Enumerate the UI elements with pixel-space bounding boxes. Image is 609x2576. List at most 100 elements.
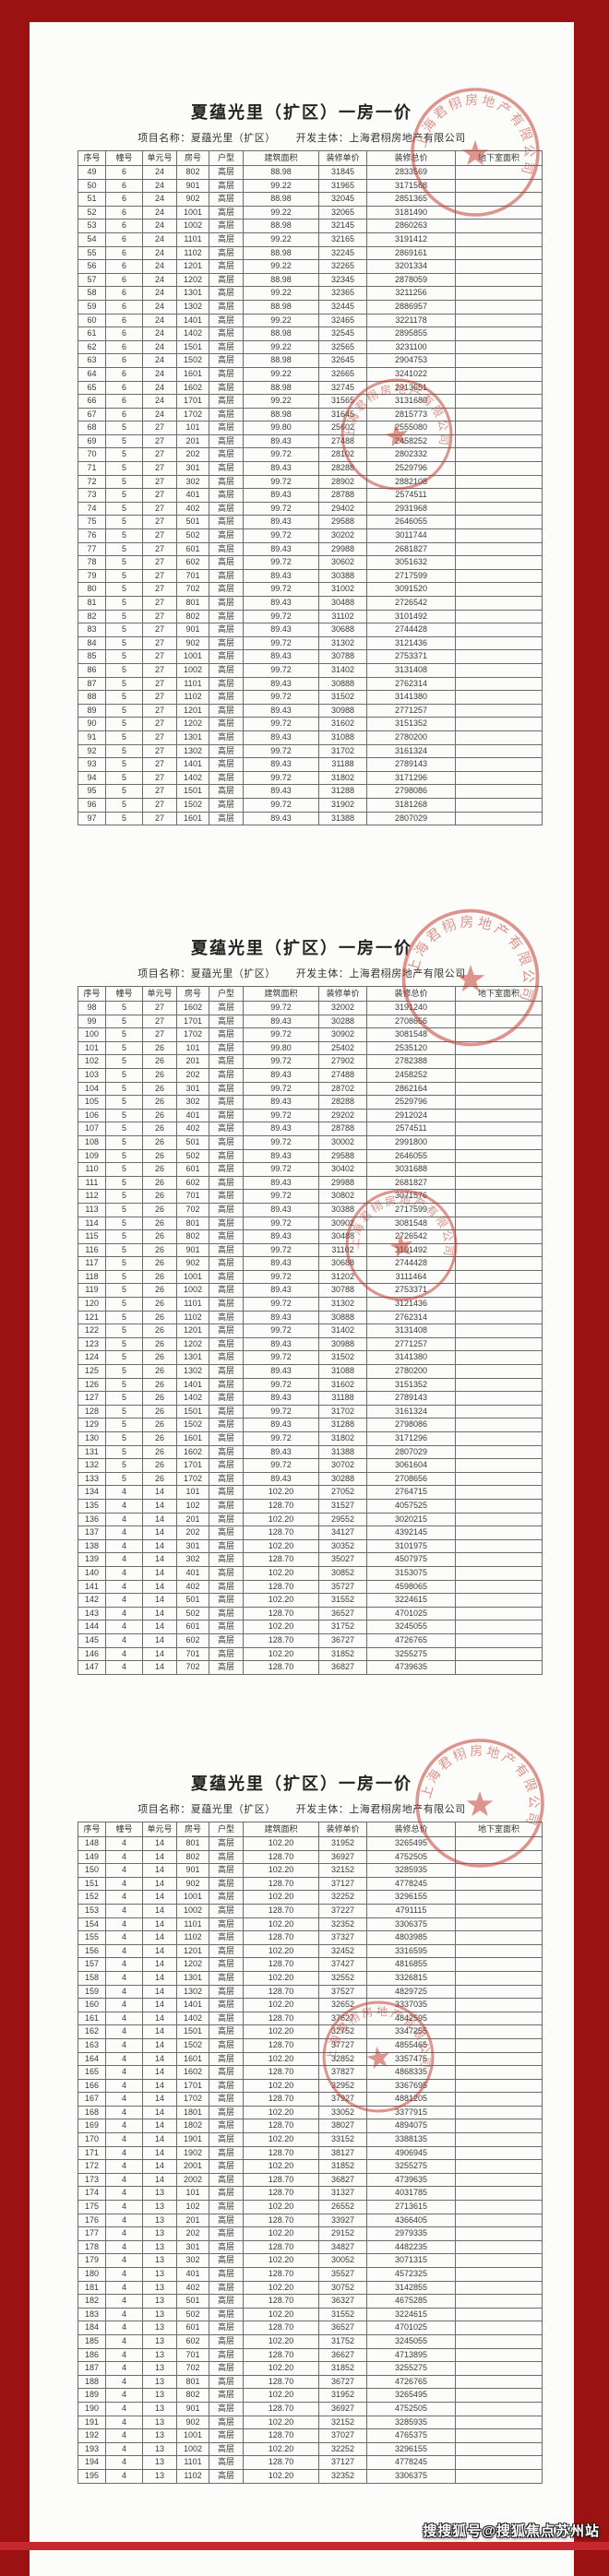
- cell-building: 5: [105, 1471, 143, 1487]
- table-row: 161 4 14 1402 高层 128.70 37627 4842595: [78, 2011, 543, 2026]
- cell-room: 901: [176, 178, 209, 194]
- cell-unit: 26: [142, 1216, 177, 1231]
- cell-building: 5: [105, 1229, 143, 1244]
- cell-basement-area: [455, 2065, 543, 2080]
- cell-unit: 26: [142, 1471, 177, 1487]
- cell-building: 5: [105, 461, 143, 476]
- cell-building: 6: [105, 231, 143, 247]
- cell-room: 402: [176, 501, 209, 516]
- table-row: 52 6 24 1001 高层 99.22 32065 3181490: [78, 205, 543, 220]
- table-row: 123 5 26 1202 高层 89.43 30988 2771257: [78, 1336, 543, 1352]
- cell-decor-total-price: 3161324: [366, 1404, 456, 1419]
- cell-basement-area: [455, 1202, 543, 1217]
- cell-unit: 24: [142, 380, 177, 396]
- cell-building: 5: [105, 1336, 143, 1352]
- cell-index: 132: [78, 1458, 106, 1473]
- cell-type: 高层: [209, 1863, 244, 1878]
- cell-area: 99.72: [243, 528, 319, 543]
- cell-decor-unit-price: 31852: [318, 2159, 367, 2174]
- cell-building: 5: [105, 582, 143, 597]
- cell-decor-total-price: 3357475: [366, 2051, 456, 2067]
- cell-index: 134: [78, 1485, 106, 1500]
- cell-room: 602: [176, 555, 209, 570]
- cell-unit: 27: [142, 743, 177, 759]
- project-meta-line: 项目名称：夏蕴光里（扩区） 开发主体：上海君栩房地产有限公司: [30, 966, 574, 980]
- cell-room: 1501: [176, 784, 209, 799]
- cell-building: 4: [105, 2200, 143, 2214]
- cell-area: 99.22: [243, 286, 319, 301]
- cell-type: 高层: [209, 178, 244, 194]
- cell-decor-total-price: 4778245: [366, 2455, 456, 2470]
- col-header-area: 建筑面积: [243, 986, 319, 1002]
- cell-index: 60: [78, 313, 106, 328]
- cell-type: 高层: [209, 1849, 244, 1865]
- cell-decor-total-price: 3081548: [366, 1216, 456, 1231]
- cell-decor-unit-price: 36927: [318, 1849, 367, 1865]
- cell-decor-unit-price: 32452: [318, 1943, 367, 1959]
- table-row: 95 5 27 1501 高层 89.43 31288 2798086: [78, 784, 543, 799]
- cell-room: 1202: [176, 272, 209, 288]
- cell-decor-total-price: 2862164: [366, 1081, 456, 1097]
- cell-area: 128.70: [243, 1660, 319, 1675]
- cell-decor-unit-price: 31202: [318, 1269, 367, 1285]
- cell-index: 168: [78, 2105, 106, 2120]
- cell-unit: 13: [142, 2468, 177, 2484]
- cell-type: 高层: [209, 2401, 244, 2416]
- cell-basement-area: [455, 2468, 543, 2484]
- cell-decor-total-price: 4765375: [366, 2428, 456, 2443]
- cell-room: 501: [176, 515, 209, 530]
- cell-decor-total-price: 2753371: [366, 1283, 456, 1299]
- developer-label: 开发主体：: [295, 1804, 350, 1815]
- cell-decor-total-price: 4572325: [366, 2267, 456, 2282]
- cell-decor-unit-price: 29402: [318, 501, 367, 516]
- cell-decor-total-price: 2762314: [366, 676, 456, 692]
- cell-unit: 27: [142, 662, 177, 678]
- cell-type: 高层: [209, 1998, 244, 2012]
- cell-basement-area: [455, 2186, 543, 2202]
- cell-basement-area: [455, 1027, 543, 1042]
- cell-type: 高层: [209, 1054, 244, 1069]
- cell-basement-area: [455, 797, 543, 813]
- cell-area: 128.70: [243, 1984, 319, 2000]
- cell-building: 4: [105, 1863, 143, 1878]
- cell-decor-total-price: 3265495: [366, 2388, 456, 2403]
- cell-index: 101: [78, 1040, 106, 1056]
- cell-index: 124: [78, 1350, 106, 1366]
- cell-index: 155: [78, 1930, 106, 1945]
- cell-index: 89: [78, 703, 106, 718]
- cell-unit: 27: [142, 555, 177, 570]
- cell-room: 1201: [176, 703, 209, 718]
- cell-building: 5: [105, 433, 143, 449]
- cell-unit: 27: [142, 703, 177, 718]
- cell-unit: 14: [142, 1863, 177, 1878]
- cell-index: 180: [78, 2267, 106, 2282]
- cell-room: 1002: [176, 2441, 209, 2457]
- cell-unit: 13: [142, 2347, 177, 2363]
- cell-area: 99.72: [243, 662, 319, 678]
- cell-decor-total-price: 3221178: [366, 313, 456, 328]
- cell-decor-total-price: 2753371: [366, 649, 456, 664]
- cell-unit: 26: [142, 1269, 177, 1285]
- cell-index: 176: [78, 2213, 106, 2228]
- cell-index: 156: [78, 1943, 106, 1959]
- cell-type: 高层: [209, 1283, 244, 1299]
- cell-type: 高层: [209, 703, 244, 718]
- cell-unit: 14: [142, 1552, 177, 1567]
- table-row: 113 5 26 702 高层 89.43 30388 2717599: [78, 1202, 543, 1217]
- table-row: 186 4 13 701 高层 128.70 36627 4713895: [78, 2347, 543, 2363]
- cell-unit: 13: [142, 2267, 177, 2282]
- cell-area: 102.20: [243, 2441, 319, 2457]
- cell-type: 高层: [209, 1431, 244, 1446]
- cell-area: 102.20: [243, 1620, 319, 1634]
- table-row: 181 4 13 402 高层 102.20 30752 3142855: [78, 2280, 543, 2296]
- cell-area: 99.72: [243, 501, 319, 516]
- cell-room: 901: [176, 1863, 209, 1878]
- cell-room: 1102: [176, 245, 209, 261]
- cell-basement-area: [455, 609, 543, 624]
- cell-basement-area: [455, 1216, 543, 1231]
- cell-basement-area: [455, 1377, 543, 1393]
- cell-building: 6: [105, 165, 143, 180]
- cell-index: 100: [78, 1027, 106, 1042]
- cell-decor-total-price: 4739635: [366, 2172, 456, 2188]
- cell-area: 99.72: [243, 1242, 319, 1258]
